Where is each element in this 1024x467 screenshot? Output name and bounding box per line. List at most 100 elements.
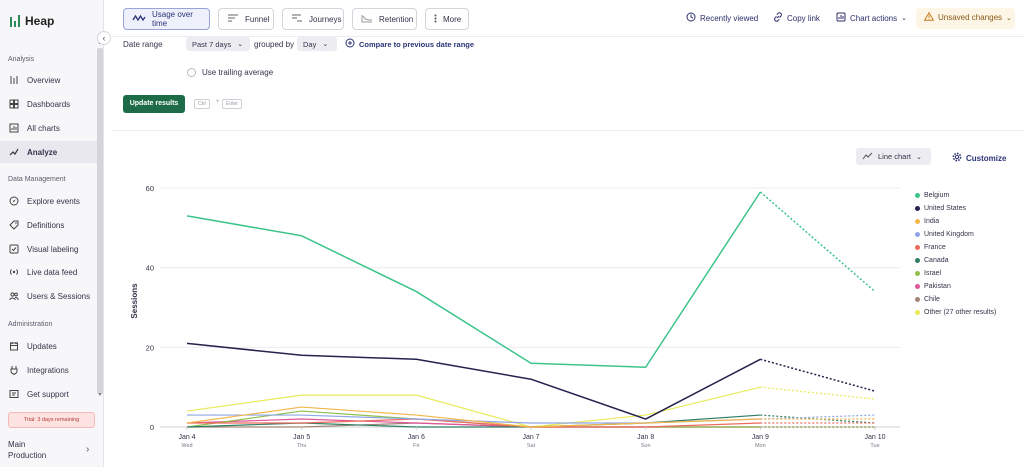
scroll-down-icon[interactable]: ▼ bbox=[97, 392, 103, 398]
x-tick-label: Jan 7 bbox=[522, 434, 539, 441]
sidebar-item-label: Analyze bbox=[27, 147, 58, 157]
sidebar-item-visual-labeling[interactable]: Visual labeling bbox=[0, 238, 97, 260]
section-label-analysis: Analysis bbox=[8, 56, 35, 63]
funnel-icon bbox=[227, 14, 239, 24]
environment-switcher[interactable]: Main Production bbox=[8, 439, 46, 461]
recently-viewed-label: Recently viewed bbox=[700, 13, 759, 23]
trial-badge[interactable]: Trial: 3 days remaining bbox=[8, 412, 95, 428]
unsaved-changes-bg bbox=[916, 8, 1015, 29]
copy-link-label: Copy link bbox=[787, 13, 820, 23]
update-results-button[interactable]: Update results bbox=[123, 95, 185, 113]
x-tick-weekday: Thu bbox=[297, 443, 306, 449]
sidebar-item-analyze[interactable]: Analyze bbox=[0, 141, 97, 163]
collapse-sidebar-button[interactable]: ‹ bbox=[97, 31, 111, 45]
grouped-by-select[interactable]: Day ⌄ bbox=[297, 37, 337, 51]
sidebar: Heap Analysis Overview Dashboards All ch… bbox=[0, 0, 104, 467]
sidebar-item-overview[interactable]: Overview bbox=[0, 69, 97, 91]
legend-item[interactable]: Canada bbox=[915, 254, 996, 267]
history-icon bbox=[686, 12, 696, 24]
legend-item[interactable]: France bbox=[915, 241, 996, 254]
sidebar-item-users-sessions[interactable]: Users & Sessions bbox=[0, 285, 97, 307]
copy-link-button[interactable]: Copy link bbox=[773, 12, 820, 24]
y-tick-label: 20 bbox=[146, 343, 154, 352]
series-line-incomplete bbox=[760, 414, 876, 420]
tab-more[interactable]: More bbox=[425, 8, 469, 30]
kbd-ctrl: Ctrl bbox=[194, 99, 210, 109]
sidebar-item-label: Live data feed bbox=[27, 267, 78, 277]
compare-date-range-button[interactable]: Compare to previous date range bbox=[345, 38, 474, 50]
sidebar-item-dashboards[interactable]: Dashboards bbox=[0, 93, 97, 115]
y-tick-label: 40 bbox=[146, 264, 154, 273]
sidebar-item-definitions[interactable]: Definitions bbox=[0, 214, 97, 236]
y-axis-label: Sessions bbox=[130, 283, 139, 319]
tab-usage-over-time[interactable]: Usage over time bbox=[123, 8, 210, 30]
integrations-icon bbox=[8, 365, 19, 376]
x-tick-label: Jan 5 bbox=[293, 434, 310, 441]
date-range-select[interactable]: Past 7 days ⌄ bbox=[186, 37, 250, 51]
trailing-average-radio[interactable] bbox=[187, 68, 196, 77]
usage-icon bbox=[132, 14, 146, 24]
x-tick-label: Jan 9 bbox=[752, 434, 769, 441]
kbd-plus: + bbox=[216, 99, 220, 105]
tab-label: Funnel bbox=[245, 14, 270, 24]
series-line bbox=[186, 342, 761, 420]
sidebar-item-updates[interactable]: Updates bbox=[0, 335, 97, 357]
legend-label: Pakistan bbox=[924, 283, 951, 290]
x-tick-weekday: Sat bbox=[527, 443, 536, 449]
legend-label: Other (27 other results) bbox=[924, 309, 997, 316]
chart-legend: Belgium United States India United Kingdom F… bbox=[915, 189, 996, 319]
legend-item[interactable]: Other (27 other results) bbox=[915, 306, 996, 319]
sidebar-scrollbar[interactable] bbox=[97, 48, 103, 394]
legend-item[interactable]: United Kingdom bbox=[915, 228, 996, 241]
customize-label: Customize bbox=[966, 153, 1007, 163]
sidebar-item-label: Definitions bbox=[27, 220, 65, 230]
x-tick-weekday: Sun bbox=[641, 443, 651, 449]
legend-label: Belgium bbox=[924, 192, 950, 199]
legend-dot bbox=[915, 258, 920, 263]
legend-item[interactable]: Israel bbox=[915, 267, 996, 280]
sidebar-item-label: Explore events bbox=[27, 196, 80, 206]
x-tick-label: Jan 10 bbox=[864, 434, 885, 441]
environment-sub: Production bbox=[8, 451, 47, 460]
recently-viewed-button[interactable]: Recently viewed bbox=[686, 12, 758, 24]
heap-logo[interactable]: Heap bbox=[10, 14, 54, 28]
x-tick-weekday: Tue bbox=[870, 443, 879, 449]
grouped-by-value: Day bbox=[303, 39, 317, 49]
date-range-value: Past 7 days bbox=[192, 39, 232, 49]
tab-funnel[interactable]: Funnel bbox=[218, 8, 274, 30]
environment-name: Main bbox=[8, 440, 26, 449]
tab-retention[interactable]: Retention bbox=[352, 8, 417, 30]
sidebar-item-all-charts[interactable]: All charts bbox=[0, 117, 97, 139]
chart-actions-button[interactable]: Chart actions ⌄ bbox=[836, 12, 907, 24]
legend-dot bbox=[915, 206, 920, 211]
series-line bbox=[187, 418, 761, 428]
legend-item[interactable]: United States bbox=[915, 202, 996, 215]
legend-item[interactable]: Chile bbox=[915, 293, 996, 306]
chart-type-value: Line chart bbox=[878, 152, 911, 161]
tab-journeys[interactable]: Journeys bbox=[282, 8, 344, 30]
chart-type-select[interactable]: Line chart ⌄ bbox=[856, 148, 931, 165]
sidebar-item-get-support[interactable]: Get support bbox=[0, 383, 97, 405]
x-tick-label: Jan 6 bbox=[408, 434, 425, 441]
chevron-down-icon: ⌄ bbox=[322, 41, 329, 48]
series-line-incomplete bbox=[759, 191, 876, 293]
gear-icon bbox=[952, 152, 962, 164]
customize-button[interactable]: Customize bbox=[952, 152, 1006, 164]
unsaved-changes-button[interactable]: Unsaved changes ⌄ bbox=[923, 11, 1012, 23]
sidebar-item-live-data-feed[interactable]: Live data feed bbox=[0, 261, 97, 283]
warning-icon bbox=[923, 11, 935, 23]
section-label-administration: Administration bbox=[8, 321, 53, 328]
sidebar-item-label: Updates bbox=[27, 341, 57, 351]
sidebar-item-explore-events[interactable]: Explore events bbox=[0, 190, 97, 212]
line-chart-icon bbox=[862, 152, 873, 162]
legend-item[interactable]: Belgium bbox=[915, 189, 996, 202]
compare-label: Compare to previous date range bbox=[359, 39, 475, 49]
sidebar-item-integrations[interactable]: Integrations bbox=[0, 359, 97, 381]
trailing-average-label: Use trailing average bbox=[202, 68, 274, 77]
series-line-incomplete bbox=[760, 358, 876, 392]
legend-item[interactable]: India bbox=[915, 215, 996, 228]
legend-item[interactable]: Pakistan bbox=[915, 280, 996, 293]
tab-label: Journeys bbox=[309, 14, 342, 24]
visual-labeling-icon bbox=[8, 244, 19, 255]
kbd-enter: Enter bbox=[222, 99, 242, 109]
